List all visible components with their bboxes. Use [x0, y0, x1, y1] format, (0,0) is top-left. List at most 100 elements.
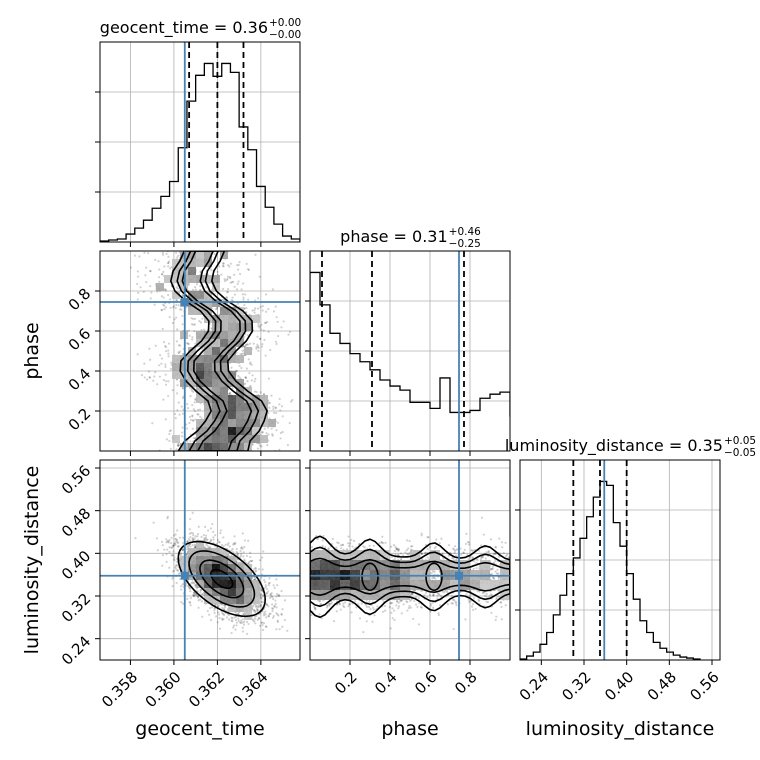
- density-cell: [204, 299, 212, 307]
- sample-point: [233, 293, 236, 296]
- density-cell: [212, 299, 220, 307]
- panel-luminosity_distance: [520, 460, 720, 660]
- sample-point: [223, 613, 226, 617]
- sample-point: [190, 389, 194, 392]
- density-cell: [196, 419, 204, 427]
- sample-point: [261, 556, 264, 559]
- sample-point: [173, 556, 176, 559]
- sample-point: [222, 617, 225, 621]
- sample-point: [256, 345, 260, 348]
- sample-point: [260, 431, 264, 434]
- sample-point: [168, 430, 171, 433]
- sample-point: [222, 265, 225, 268]
- sample-point: [251, 374, 254, 377]
- sample-point: [257, 349, 260, 352]
- sample-point: [216, 538, 220, 542]
- sample-point: [145, 378, 149, 381]
- sample-point: [163, 308, 166, 311]
- density-cell: [196, 331, 204, 339]
- sample-point: [163, 265, 166, 268]
- sample-point: [175, 448, 178, 451]
- sample-point: [165, 553, 168, 556]
- sample-point: [261, 623, 264, 627]
- density-cell: [220, 419, 228, 427]
- density-cell: [220, 387, 228, 395]
- density-cell: [212, 339, 220, 347]
- sample-point: [158, 280, 161, 283]
- sample-point: [275, 612, 278, 615]
- sample-point: [181, 314, 184, 318]
- panel-scatter-geocent-time-luminosity-distance: [100, 460, 300, 660]
- sample-point: [235, 621, 238, 624]
- sample-point: [180, 431, 184, 434]
- sample-point: [154, 258, 157, 261]
- sample-point: [226, 277, 229, 281]
- sample-point: [164, 306, 167, 309]
- density-cell: [204, 395, 212, 403]
- sample-point: [167, 261, 170, 265]
- sample-point: [212, 530, 215, 534]
- sample-point: [264, 585, 268, 589]
- density-cell: [236, 419, 244, 427]
- sample-point: [265, 625, 268, 629]
- density-cell: [236, 411, 244, 419]
- sample-point: [258, 326, 261, 329]
- sample-point: [249, 560, 252, 563]
- density-cell: [188, 267, 196, 275]
- sample-point: [274, 305, 277, 308]
- sample-point: [235, 550, 238, 554]
- sample-point: [167, 255, 170, 258]
- sample-point: [189, 590, 192, 593]
- sample-point: [213, 609, 216, 612]
- sample-point: [178, 536, 182, 539]
- density-cell: [212, 283, 220, 291]
- sample-point: [222, 262, 225, 265]
- sample-point: [253, 309, 256, 312]
- sample-point: [175, 540, 178, 543]
- sample-point: [170, 361, 173, 364]
- sample-point: [274, 406, 278, 410]
- sample-point: [190, 387, 193, 391]
- sample-point: [186, 540, 189, 543]
- density-cell: [188, 371, 196, 379]
- sample-point: [175, 538, 178, 541]
- sample-point: [160, 362, 163, 365]
- density-cell: [220, 251, 228, 259]
- sample-point: [242, 282, 245, 285]
- sample-point: [185, 553, 188, 557]
- sample-point: [181, 583, 184, 586]
- sample-point: [253, 311, 256, 314]
- histogram-geocent_time: [100, 42, 300, 242]
- sample-point: [156, 549, 159, 552]
- sample-point: [242, 612, 245, 616]
- sample-point: [174, 533, 177, 536]
- sample-point: [267, 307, 270, 311]
- sample-point: [137, 291, 140, 294]
- sample-point: [167, 541, 170, 544]
- truth-marker: [180, 298, 189, 306]
- sample-point: [172, 544, 176, 547]
- sample-point: [301, 399, 303, 401]
- sample-point: [196, 535, 199, 538]
- sample-point: [252, 342, 255, 345]
- contour-line: [176, 251, 260, 451]
- sample-point: [174, 543, 177, 546]
- sample-point: [209, 546, 212, 549]
- sample-point: [260, 621, 263, 624]
- sample-point: [253, 390, 257, 393]
- sample-point: [197, 606, 200, 609]
- sample-point: [232, 624, 236, 627]
- sample-point: [188, 421, 191, 425]
- sample-point: [221, 612, 224, 615]
- sample-point: [163, 548, 166, 551]
- sample-point: [244, 376, 247, 379]
- sample-point: [267, 377, 271, 380]
- sample-point: [177, 254, 180, 257]
- sample-point: [268, 406, 271, 409]
- sample-point: [187, 537, 190, 541]
- sample-point: [272, 614, 275, 618]
- sample-point: [189, 535, 192, 539]
- sample-point: [231, 617, 234, 620]
- sample-point: [227, 542, 230, 545]
